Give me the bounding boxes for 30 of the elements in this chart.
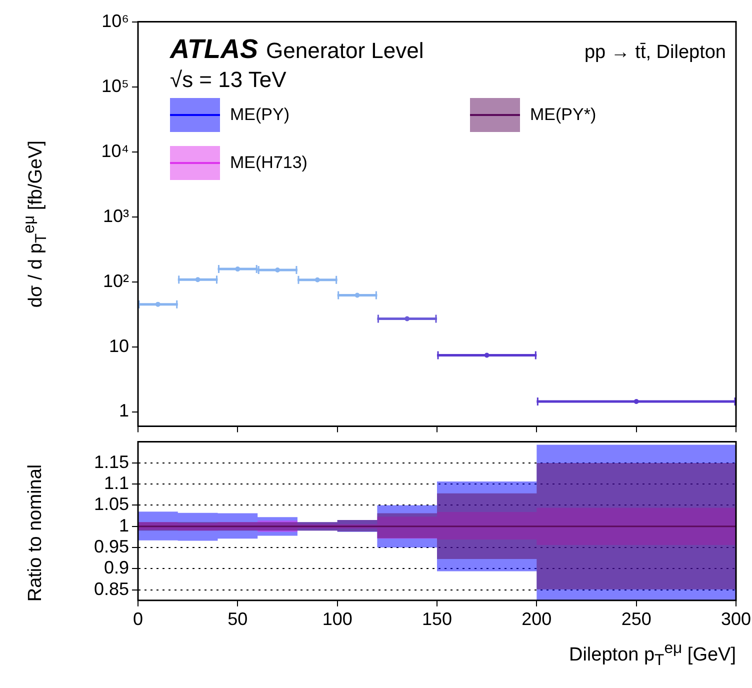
y-tick-label: 10² [102, 270, 130, 291]
y-tick-label: 1.15 [94, 452, 129, 472]
y-tick-label: 1 [118, 515, 129, 536]
y-axis-title: Ratio to nominal [25, 464, 47, 602]
y-tick-label: 10⁵ [102, 76, 129, 96]
y-tick-label: 1.1 [104, 473, 129, 494]
y-tick-label: 0.95 [94, 536, 129, 556]
legend-label: ME(PY*) [530, 105, 596, 125]
x-tick-label: 150 [422, 609, 452, 630]
x-tick-label: 100 [322, 609, 352, 630]
annotation: pp → tt̄, Dilepton [584, 42, 726, 64]
y-tick-label: 0.85 [94, 578, 129, 599]
x-tick-label: 200 [522, 609, 552, 630]
x-tick-label: 0 [132, 609, 144, 630]
x-axis-title: Dilepton p$_{T}$$^{eμ}$ [GeV] [568, 640, 736, 670]
annotation: √s = 13 TeV [170, 67, 288, 93]
y-tick-label: 1.05 [94, 494, 129, 514]
y-tick-label: 0.9 [104, 558, 129, 578]
annotation: ATLAS [170, 34, 258, 65]
legend-label: ME(H713) [230, 153, 308, 173]
x-tick-label: 300 [720, 609, 752, 630]
annotation: Generator Level [266, 38, 424, 64]
y-tick-label: 10³ [102, 206, 130, 226]
x-tick-label: 250 [621, 609, 652, 630]
y-tick-label: 10⁴ [101, 140, 129, 161]
legend-label: ME(PY) [230, 105, 290, 125]
y-tick-label: 1 [118, 400, 129, 421]
y-tick-label: 10 [108, 336, 129, 356]
x-tick-label: 50 [228, 609, 248, 630]
y-tick-label: 10⁶ [102, 10, 129, 31]
